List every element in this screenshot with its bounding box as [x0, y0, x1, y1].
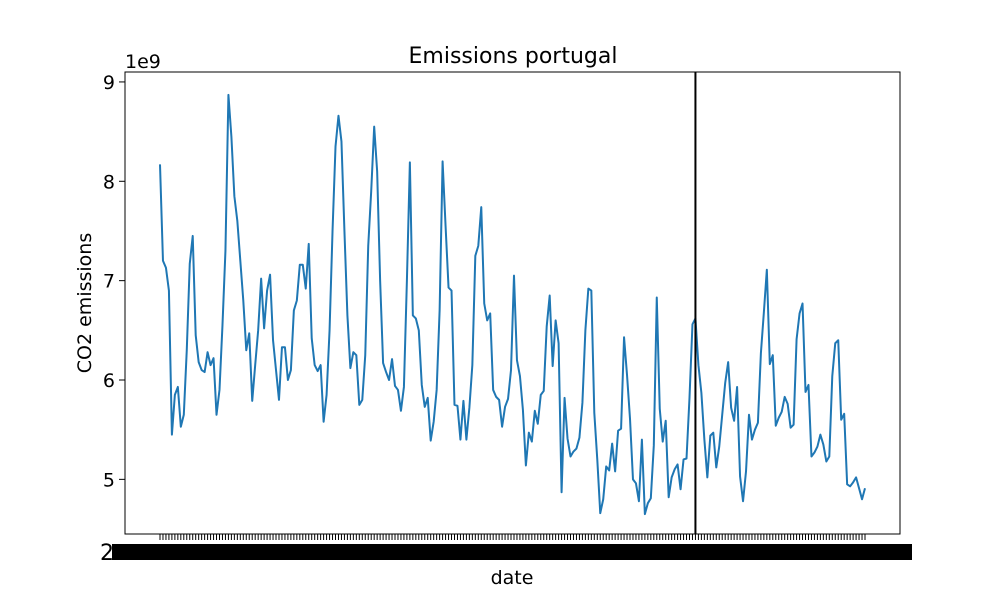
y-tick-label: 8: [103, 171, 115, 193]
x-tick-label-first: 2: [100, 541, 114, 566]
x-tick-labels-overlap: [112, 544, 912, 560]
y-axis-label: CO2 emissions: [74, 233, 96, 373]
series-line: [159, 93, 866, 516]
chart-title: Emissions portugal: [409, 44, 618, 69]
plot-frame: [124, 71, 901, 535]
y-tick-label: 5: [103, 469, 115, 491]
x-axis-label: date: [491, 567, 534, 589]
y-ticks: 5 6 7 8 9: [103, 72, 125, 491]
y-tick-label: 9: [103, 72, 115, 94]
y-tick-label: 6: [103, 370, 115, 392]
x-ticks: 2: [100, 534, 912, 566]
y-tick-label: 7: [103, 271, 115, 293]
y-offset-label: 1e9: [125, 51, 161, 73]
